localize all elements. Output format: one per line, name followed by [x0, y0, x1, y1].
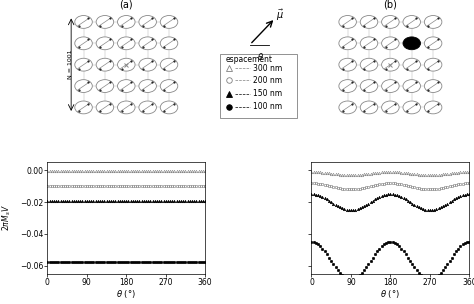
Ellipse shape — [382, 16, 399, 28]
Ellipse shape — [424, 80, 442, 92]
Text: N = 1001: N = 1001 — [68, 50, 73, 79]
Ellipse shape — [118, 58, 135, 71]
Ellipse shape — [139, 16, 156, 28]
Text: espacement: espacement — [226, 55, 273, 64]
Ellipse shape — [339, 37, 356, 50]
Ellipse shape — [424, 16, 442, 28]
X-axis label: $\theta$ (°): $\theta$ (°) — [381, 288, 400, 300]
Ellipse shape — [96, 16, 114, 28]
Ellipse shape — [360, 101, 378, 114]
Title: (a): (a) — [119, 0, 133, 9]
Ellipse shape — [139, 101, 156, 114]
Ellipse shape — [118, 37, 135, 50]
Ellipse shape — [403, 58, 420, 71]
Ellipse shape — [96, 101, 114, 114]
Ellipse shape — [360, 37, 378, 50]
Ellipse shape — [424, 37, 442, 50]
Ellipse shape — [382, 58, 399, 71]
Ellipse shape — [360, 58, 378, 71]
Ellipse shape — [424, 101, 442, 114]
Text: $\theta$: $\theta$ — [256, 51, 264, 62]
Bar — [220, 54, 297, 118]
Ellipse shape — [339, 101, 356, 114]
Text: 150 nm: 150 nm — [253, 89, 283, 98]
Text: 300 nm: 300 nm — [253, 64, 283, 73]
Title: (b): (b) — [383, 0, 397, 9]
Text: $\vec{\mu}$: $\vec{\mu}$ — [275, 8, 283, 23]
Ellipse shape — [139, 80, 156, 92]
Ellipse shape — [75, 58, 92, 71]
Ellipse shape — [96, 58, 114, 71]
Ellipse shape — [382, 80, 399, 92]
Ellipse shape — [382, 101, 399, 114]
Ellipse shape — [360, 80, 378, 92]
Ellipse shape — [75, 37, 92, 50]
Text: 200 nm: 200 nm — [253, 76, 283, 85]
Ellipse shape — [160, 37, 178, 50]
Ellipse shape — [75, 16, 92, 28]
Ellipse shape — [360, 16, 378, 28]
Ellipse shape — [96, 80, 114, 92]
Ellipse shape — [339, 58, 356, 71]
Ellipse shape — [403, 37, 420, 50]
Ellipse shape — [118, 101, 135, 114]
Ellipse shape — [75, 101, 92, 114]
Ellipse shape — [403, 80, 420, 92]
Ellipse shape — [160, 101, 178, 114]
X-axis label: $\theta$ (°): $\theta$ (°) — [117, 288, 136, 300]
Ellipse shape — [139, 58, 156, 71]
Ellipse shape — [160, 58, 178, 71]
Ellipse shape — [339, 16, 356, 28]
Ellipse shape — [118, 80, 135, 92]
Ellipse shape — [424, 58, 442, 71]
Ellipse shape — [75, 80, 92, 92]
Ellipse shape — [403, 16, 420, 28]
Y-axis label: $\mathrm{F_{dip}}$
$2\pi M_s V$: $\mathrm{F_{dip}}$ $2\pi M_s V$ — [0, 205, 13, 231]
Ellipse shape — [160, 80, 178, 92]
Ellipse shape — [139, 37, 156, 50]
Ellipse shape — [382, 37, 399, 50]
Ellipse shape — [96, 37, 114, 50]
Ellipse shape — [403, 101, 420, 114]
Ellipse shape — [339, 80, 356, 92]
Ellipse shape — [118, 16, 135, 28]
Text: 100 nm: 100 nm — [253, 102, 283, 111]
Ellipse shape — [160, 16, 178, 28]
